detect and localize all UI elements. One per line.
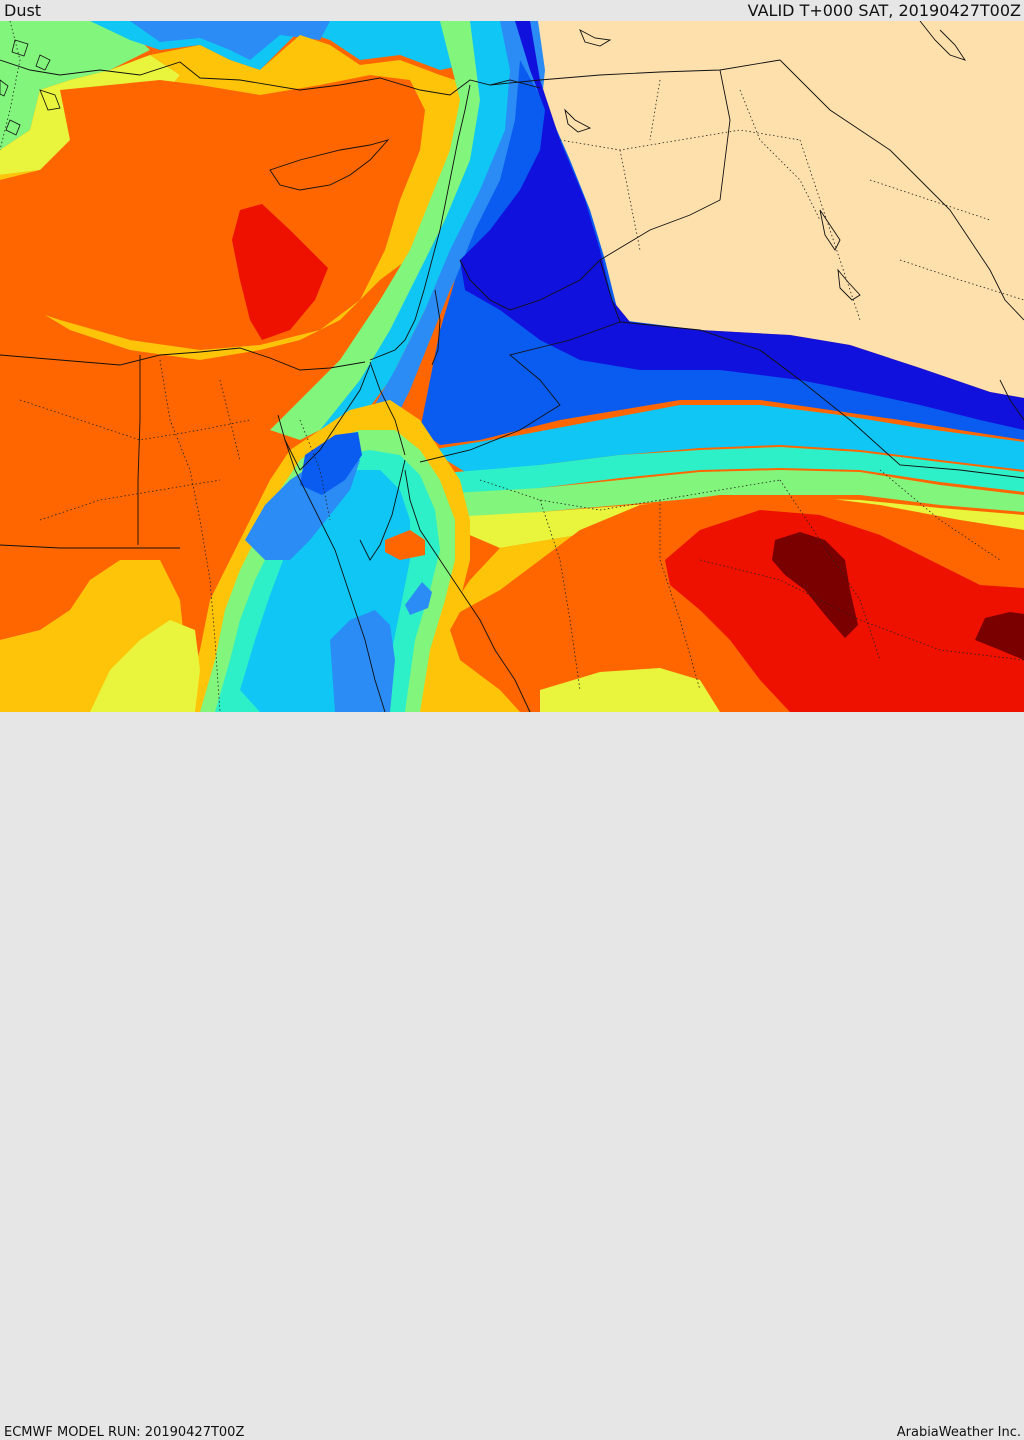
band-blue-levant <box>330 21 545 470</box>
band-green-nw <box>0 21 150 150</box>
coast-lake-urmia <box>819 209 841 251</box>
band-green-east <box>420 447 1024 495</box>
band-cyan-north <box>130 21 330 60</box>
coast-lake-tuz <box>564 108 592 133</box>
band-red-cyprus-south <box>232 204 328 340</box>
coast-turkey <box>0 59 541 96</box>
border-israel-jordan <box>459 259 601 311</box>
coast-dead-sea <box>431 289 441 366</box>
border-egypt-israel <box>369 361 406 456</box>
band-maroon-arabia <box>772 532 858 638</box>
border-egypt-sudan <box>0 544 180 549</box>
band-yellow-sw <box>90 620 200 712</box>
band-cyan-east <box>430 405 1024 475</box>
band-cyan-levant <box>290 21 540 460</box>
coast-aqaba <box>359 459 406 561</box>
border-jordan-iraq <box>599 259 621 323</box>
coast-suez <box>284 439 386 712</box>
coast-lake-sw-iran <box>837 268 861 301</box>
coast-caspian-lake <box>919 21 967 61</box>
band-blue-redsea <box>330 610 395 712</box>
band-deepblue-egypt <box>300 432 362 495</box>
band-darkblue-core <box>460 21 1024 430</box>
border-jordan-saudi <box>419 321 621 463</box>
border-syria-iraq <box>599 69 731 261</box>
band-green-levant <box>270 21 520 440</box>
valid-time-label: VALID T+000 SAT, 20190427T00Z <box>747 1 1021 20</box>
coastlines <box>0 21 1024 712</box>
band-maroon-east-edge <box>975 612 1024 660</box>
border-turkey-syria <box>489 59 781 86</box>
land-clear-zone <box>530 21 1024 398</box>
band-orange-aqaba <box>385 530 425 560</box>
model-run-label: ECMWF MODEL RUN: 20190427T00Z <box>4 1425 245 1440</box>
coast-lake-van <box>579 29 612 47</box>
map-title: Dust <box>4 1 42 20</box>
top-bar: Dust VALID T+000 SAT, 20190427T00Z <box>0 0 1024 21</box>
dust-map[interactable] <box>0 21 1024 712</box>
borders <box>0 59 1024 549</box>
border-egypt-libya <box>137 355 141 545</box>
band-lime-east <box>420 470 1024 518</box>
bottom-bar: ECMWF MODEL RUN: 20190427T00Z ArabiaWeat… <box>0 712 1024 1440</box>
border-iran-iraq <box>779 59 1024 321</box>
aegean-islands <box>0 39 61 136</box>
coast-egypt-north <box>0 347 366 371</box>
coast-persian-gulf <box>999 379 1024 421</box>
band-orange-west-egypt <box>0 360 280 640</box>
coast-cyprus <box>269 139 390 191</box>
band-blue-redsea-small <box>405 582 432 615</box>
border-saudi-iraq <box>619 321 1024 479</box>
coast-levant <box>369 84 471 361</box>
credit-label: ArabiaWeather Inc. <box>896 1425 1021 1440</box>
band-yellow-southeast <box>540 668 720 712</box>
coast-saudi-redsea <box>404 469 531 712</box>
